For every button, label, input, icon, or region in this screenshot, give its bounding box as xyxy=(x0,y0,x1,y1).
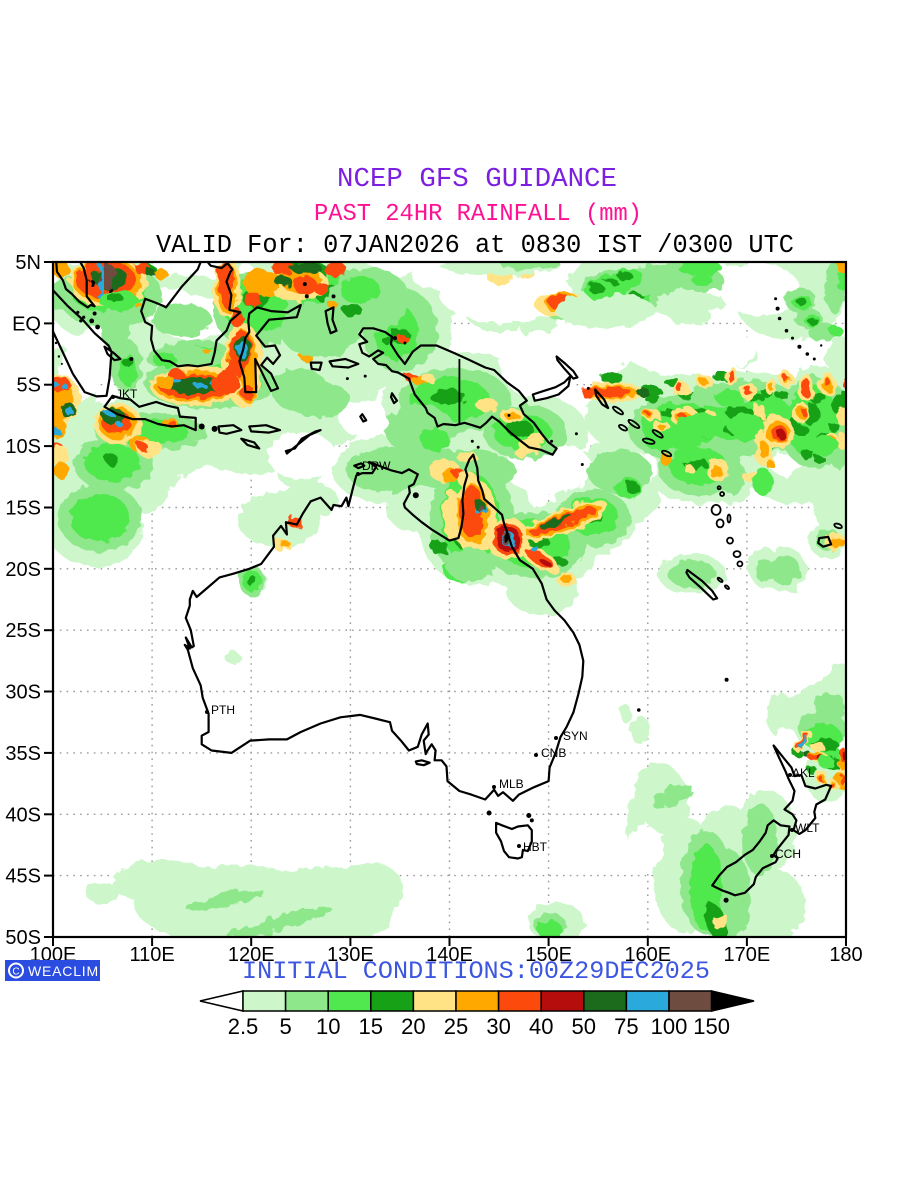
svg-text:PAST 24HR RAINFALL (mm): PAST 24HR RAINFALL (mm) xyxy=(314,201,642,228)
svg-text:INITIAL CONDITIONS:00Z29DEC202: INITIAL CONDITIONS:00Z29DEC2025 xyxy=(242,957,710,986)
svg-text:30S: 30S xyxy=(5,682,41,704)
svg-text:35S: 35S xyxy=(5,743,41,765)
svg-text:170E: 170E xyxy=(724,944,771,966)
svg-text:130E: 130E xyxy=(327,944,374,966)
svg-text:150: 150 xyxy=(693,1014,730,1039)
svg-text:75: 75 xyxy=(614,1014,638,1039)
svg-text:HBT: HBT xyxy=(523,840,548,854)
svg-text:15S: 15S xyxy=(5,498,41,520)
svg-text:100: 100 xyxy=(651,1014,688,1039)
svg-text:JKT: JKT xyxy=(116,387,138,401)
svg-text:WLT: WLT xyxy=(795,821,820,835)
svg-text:140E: 140E xyxy=(426,944,473,966)
svg-text:CCH: CCH xyxy=(775,847,801,861)
svg-text:15: 15 xyxy=(359,1014,383,1039)
svg-text:AKL: AKL xyxy=(792,766,815,780)
svg-text:2.5: 2.5 xyxy=(228,1014,259,1039)
svg-text:PTH: PTH xyxy=(211,703,235,717)
svg-text:50S: 50S xyxy=(5,927,41,949)
svg-text:20S: 20S xyxy=(5,559,41,581)
svg-text:150E: 150E xyxy=(525,944,572,966)
svg-text:DRW: DRW xyxy=(362,459,391,473)
svg-text:MLB: MLB xyxy=(499,777,524,791)
svg-text:110E: 110E xyxy=(129,944,174,966)
svg-text:5N: 5N xyxy=(15,252,41,274)
svg-text:10: 10 xyxy=(316,1014,340,1039)
svg-text:SYN: SYN xyxy=(563,729,588,743)
svg-text:45S: 45S xyxy=(5,866,41,888)
svg-text:NCEP GFS GUIDANCE: NCEP GFS GUIDANCE xyxy=(337,165,617,195)
svg-text:20: 20 xyxy=(401,1014,425,1039)
svg-text:C: C xyxy=(12,967,19,978)
svg-text:VALID For: 07JAN2026 at 0830 I: VALID For: 07JAN2026 at 0830 IST /0300 U… xyxy=(156,231,794,260)
svg-text:EQ: EQ xyxy=(12,313,41,335)
svg-text:120E: 120E xyxy=(228,944,275,966)
svg-text:160E: 160E xyxy=(624,944,671,966)
svg-text:10S: 10S xyxy=(5,436,41,458)
svg-text:5S: 5S xyxy=(17,375,41,397)
svg-text:25S: 25S xyxy=(5,620,41,642)
svg-text:WEACLIM: WEACLIM xyxy=(28,963,99,979)
svg-text:25: 25 xyxy=(444,1014,468,1039)
svg-text:30: 30 xyxy=(486,1014,510,1039)
svg-text:CNB: CNB xyxy=(541,746,566,760)
svg-text:180: 180 xyxy=(829,944,862,966)
svg-text:40S: 40S xyxy=(5,804,41,826)
svg-text:40: 40 xyxy=(529,1014,553,1039)
svg-text:5: 5 xyxy=(279,1014,291,1039)
svg-text:50: 50 xyxy=(572,1014,596,1039)
